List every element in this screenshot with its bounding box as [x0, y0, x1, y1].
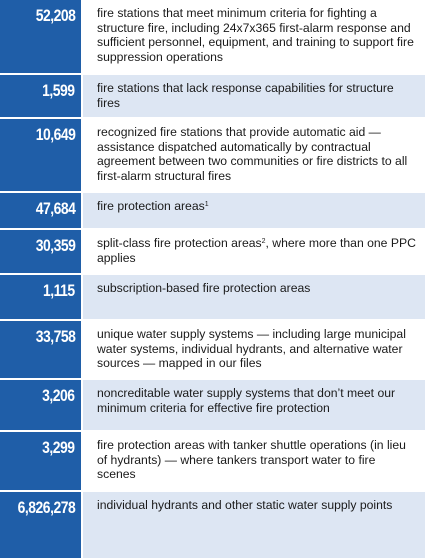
table-row: 3,299 fire protection areas with tanker … — [0, 432, 425, 492]
stat-description: recognized fire stations that provide au… — [81, 119, 425, 191]
table-row: 1,599 fire stations that lack response c… — [0, 75, 425, 119]
footnote-marker: 2 — [261, 238, 266, 245]
table-row: 30,359 split-class fire protection areas… — [0, 230, 425, 275]
stat-number: 6,826,278 — [0, 492, 81, 558]
table-row: 6,826,278 individual hydrants and other … — [0, 492, 425, 558]
stat-number: 52,208 — [0, 0, 81, 73]
stat-description: split-class fire protection areas2, wher… — [81, 230, 425, 273]
stat-number: 1,599 — [0, 75, 81, 117]
table-row: 52,208 fire stations that meet minimum c… — [0, 0, 425, 75]
table-row: 33,758 unique water supply systems — inc… — [0, 321, 425, 380]
stat-description: fire protection areas with tanker shuttl… — [81, 432, 425, 490]
table-row: 10,649 recognized fire stations that pro… — [0, 119, 425, 193]
footnote-marker: 1 — [204, 201, 209, 208]
stat-number: 10,649 — [0, 119, 81, 191]
stat-description: unique water supply systems — including … — [81, 321, 425, 378]
stat-number: 1,115 — [0, 275, 81, 319]
stat-description: noncreditable water supply systems that … — [81, 380, 425, 430]
stat-number: 33,758 — [0, 321, 81, 378]
stat-description: fire stations that meet minimum criteria… — [81, 0, 425, 73]
stat-number: 3,299 — [0, 432, 81, 490]
table-row: 3,206 noncreditable water supply systems… — [0, 380, 425, 432]
stat-description: individual hydrants and other static wat… — [81, 492, 425, 558]
table-row: 1,115 subscription-based fire protection… — [0, 275, 425, 321]
stat-number: 47,684 — [0, 193, 81, 228]
stat-number: 30,359 — [0, 230, 81, 273]
stat-description: fire stations that lack response capabil… — [81, 75, 425, 117]
stat-description: subscription-based fire protection areas — [81, 275, 425, 319]
table-row: 47,684 fire protection areas1 — [0, 193, 425, 230]
stat-description: fire protection areas1 — [81, 193, 425, 228]
stat-number: 3,206 — [0, 380, 81, 430]
